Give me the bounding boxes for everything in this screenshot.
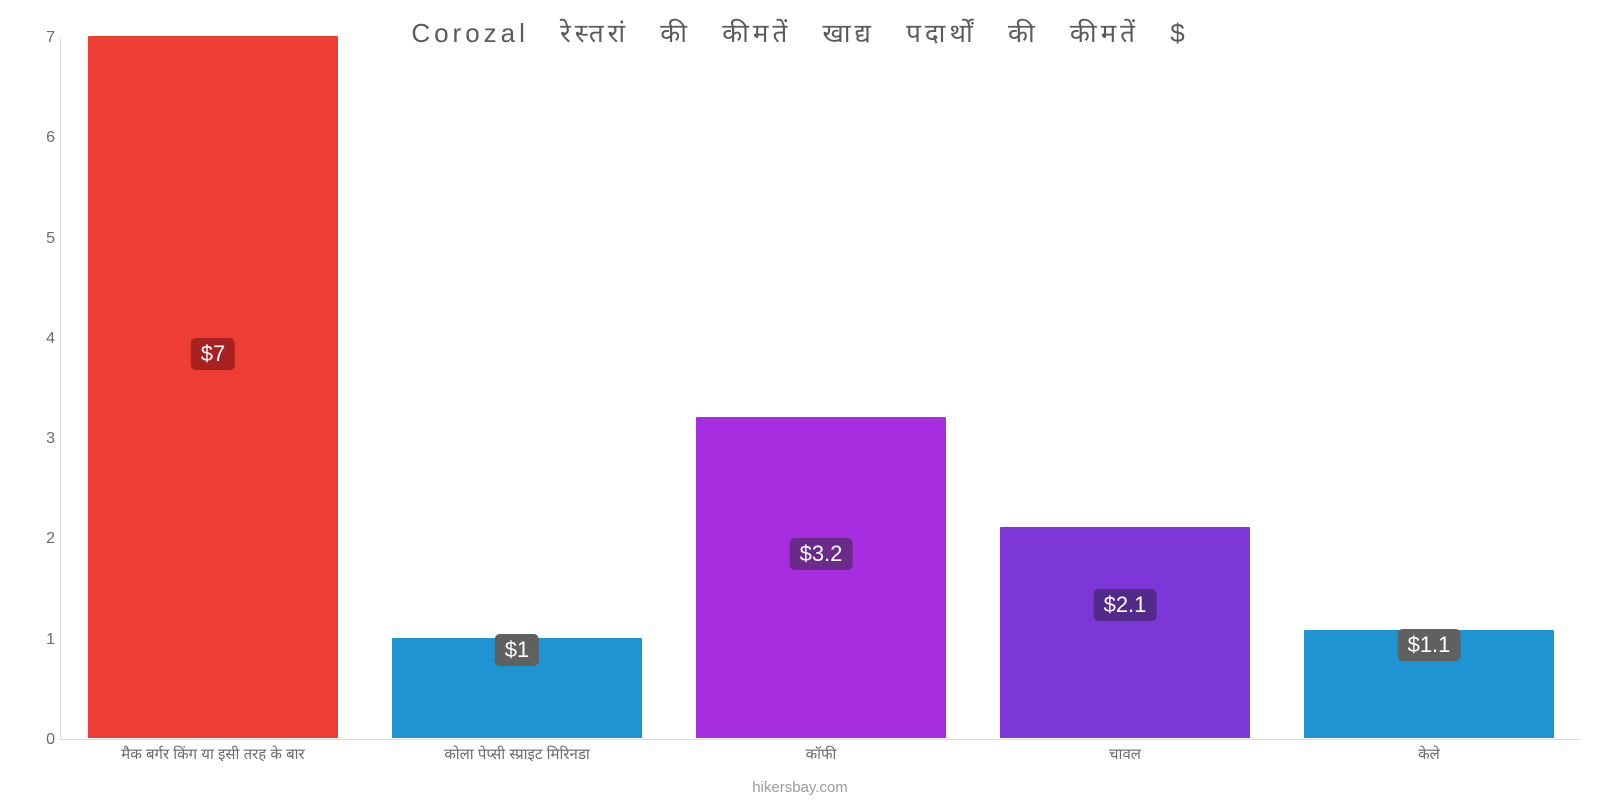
y-tick-label: 3 [27,430,55,448]
bar [696,417,945,738]
value-badge: $2.1 [1094,589,1157,621]
bar [88,36,337,738]
value-badge: $1.1 [1398,629,1461,661]
attribution-text: hikersbay.com [0,779,1600,796]
value-badge: $1 [495,634,539,666]
plot-area: 01234567$7मैक बर्गर किंग या इसी तरह के ब… [60,38,1580,740]
value-badge: $3.2 [790,538,853,570]
value-badge: $7 [191,338,235,370]
price-bar-chart: Corozal रेस्तरां की कीमतें खाद्य पदार्थो… [0,0,1600,800]
y-tick-label: 6 [27,129,55,147]
y-tick-label: 4 [27,330,55,348]
bar [1000,527,1249,738]
x-category-label: केले [1277,744,1581,764]
x-category-label: चावल [973,744,1277,764]
x-category-label: कोला पेप्सी स्प्राइट मिरिनडा [365,744,669,764]
y-tick-label: 1 [27,631,55,649]
y-tick-label: 0 [27,731,55,749]
x-category-label: मैक बर्गर किंग या इसी तरह के बार [61,744,365,764]
x-category-label: कॉफी [669,744,973,764]
y-tick-label: 5 [27,230,55,248]
y-tick-label: 7 [27,29,55,47]
y-tick-label: 2 [27,530,55,548]
